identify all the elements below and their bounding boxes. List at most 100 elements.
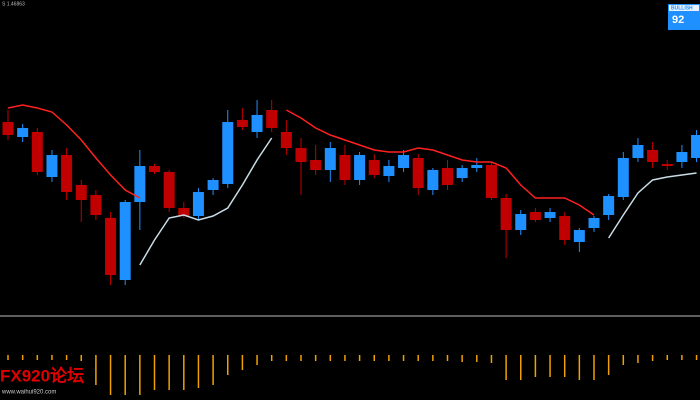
candle-body (222, 122, 234, 184)
candle-body (412, 158, 424, 188)
histogram-bar (637, 355, 639, 363)
histogram-bar (446, 355, 449, 361)
histogram-bar (622, 355, 625, 365)
histogram-bar (270, 355, 273, 361)
histogram-bar (593, 355, 595, 380)
candle-body (149, 166, 160, 172)
candle-body (178, 208, 190, 216)
histogram-bar (432, 355, 434, 361)
candle-body (324, 148, 336, 170)
candle-body (676, 152, 688, 162)
candle-body (485, 165, 497, 198)
histogram-bar (80, 355, 82, 361)
badge-label: BULLISH (671, 5, 693, 11)
histogram-bar (461, 355, 463, 362)
candle-body (105, 218, 117, 275)
candle-body (529, 212, 541, 220)
histogram-bar (520, 355, 522, 380)
candle-body (471, 165, 483, 168)
histogram-bar (329, 355, 332, 361)
indicator-line (7, 104, 141, 199)
histogram-bar (417, 355, 419, 361)
watermark-url: www.waihui920.com (1, 390, 56, 396)
candle-body (192, 192, 204, 216)
candle-body (236, 120, 248, 127)
histogram-bar (124, 355, 126, 395)
histogram-bar (358, 355, 361, 361)
histogram-bar (476, 355, 478, 362)
candle-body (588, 218, 600, 228)
candle-body (207, 180, 219, 190)
candle-body (573, 230, 585, 242)
histogram-bar (241, 355, 244, 370)
histogram-bar (51, 355, 53, 360)
histogram-bar (153, 355, 156, 390)
indicator-line (139, 137, 273, 266)
candle-body (383, 166, 395, 176)
watermark-logo: FX920论坛 (0, 365, 84, 385)
histogram-bar (65, 355, 68, 360)
indicator-line (608, 172, 697, 239)
candle-body (647, 150, 659, 162)
candle-body (31, 132, 43, 172)
candle-body (661, 164, 673, 166)
histogram-bar (651, 355, 654, 361)
candle-body (266, 110, 278, 128)
histogram-bar (212, 355, 214, 385)
candle-body (427, 170, 439, 190)
candle-body (456, 168, 468, 178)
candle-body (46, 155, 58, 177)
candle-body (61, 155, 73, 192)
candle-body (398, 155, 410, 168)
histogram-bar (109, 355, 112, 395)
candle-body (559, 216, 571, 240)
histogram-bar (95, 355, 97, 385)
candle-body (134, 166, 146, 202)
histogram-bar (21, 355, 24, 360)
candle-body (90, 195, 102, 215)
histogram-bar (402, 355, 405, 361)
histogram-bar (183, 355, 185, 390)
candle-body (310, 160, 322, 170)
histogram-bar (490, 355, 493, 363)
candle-body (163, 172, 175, 208)
indicator-line (285, 109, 595, 216)
candle-body (280, 132, 292, 148)
histogram-bar (314, 355, 317, 361)
candle-body (2, 122, 14, 135)
histogram-bar (373, 355, 375, 361)
candle-body (354, 155, 366, 180)
candle-body (295, 148, 307, 162)
histogram-bar (666, 355, 668, 360)
histogram-bar (681, 355, 683, 360)
candle-body (500, 198, 512, 230)
histogram-bar (549, 355, 551, 377)
candle-body (339, 155, 351, 180)
histogram-bar (388, 355, 390, 361)
badge-header (669, 5, 699, 11)
histogram-bar (168, 355, 170, 390)
candle-body (544, 212, 556, 218)
histogram-bar (563, 355, 566, 377)
histogram-bar (607, 355, 610, 375)
candle-body (17, 128, 29, 137)
candle-body (632, 145, 644, 158)
histogram-bar (505, 355, 507, 380)
histogram-bar (534, 355, 537, 377)
histogram-bar (227, 355, 229, 375)
histogram-bar (197, 355, 200, 388)
histogram-bar (578, 355, 581, 380)
candle-body (442, 168, 453, 185)
candle-body (691, 135, 700, 158)
candle-body (603, 196, 615, 215)
candle-body (251, 115, 263, 132)
candle-body (368, 160, 380, 175)
candle-body (119, 202, 131, 280)
candle-body (617, 158, 629, 197)
badge-value: 92 (672, 14, 684, 26)
histogram-bar (256, 355, 258, 365)
histogram-bar (344, 355, 346, 361)
histogram-bar (695, 355, 698, 360)
histogram-bar (285, 355, 288, 361)
